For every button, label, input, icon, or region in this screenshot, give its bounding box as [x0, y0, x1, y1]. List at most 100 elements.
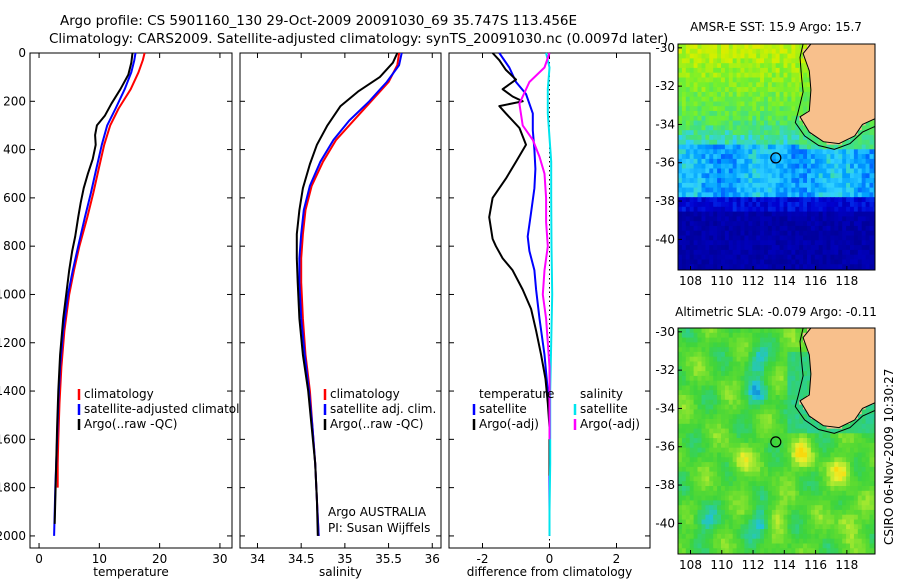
map-cell — [740, 58, 746, 64]
map-cell — [818, 187, 824, 193]
map-cell — [760, 529, 765, 535]
map-cell — [717, 438, 722, 444]
map-cell — [842, 457, 847, 463]
map-cell — [767, 168, 773, 174]
map-cell — [779, 168, 785, 174]
map-cell — [810, 490, 816, 497]
map-cell — [717, 87, 722, 93]
map-cell — [713, 409, 718, 415]
map-cell — [771, 347, 777, 353]
map-cell — [748, 342, 753, 348]
map-cell — [873, 259, 875, 265]
map-cell — [853, 249, 859, 256]
map-cell — [685, 399, 691, 406]
map-cell — [678, 87, 683, 93]
map-cell — [721, 264, 726, 270]
map-cell — [783, 106, 789, 112]
map-cell — [705, 380, 710, 387]
x-tick-label: 116 — [804, 274, 827, 288]
map-cell — [795, 442, 800, 449]
map-cell — [803, 380, 808, 387]
map-cell — [756, 192, 761, 198]
map-cell — [728, 337, 734, 343]
map-cell — [861, 466, 867, 473]
map-cell — [721, 375, 726, 382]
map-cell — [685, 529, 691, 535]
map-cell — [752, 230, 757, 237]
map-cell — [709, 452, 714, 458]
map-cell — [693, 44, 699, 50]
map-cell — [760, 332, 765, 339]
map-cell — [693, 442, 699, 449]
map-cell — [850, 202, 855, 208]
map-cell — [814, 254, 820, 261]
map-cell — [721, 509, 726, 516]
map-cell — [732, 500, 738, 506]
map-cell — [709, 101, 714, 107]
map-cell — [767, 221, 773, 227]
map-cell — [873, 173, 875, 179]
map-cell — [752, 390, 757, 396]
map-cell — [834, 197, 839, 203]
map-cell — [787, 254, 792, 261]
map-cell — [807, 82, 812, 88]
map-cell — [803, 168, 808, 174]
map-cell — [877, 173, 882, 178]
map-cell — [846, 438, 851, 444]
map-cell — [853, 254, 859, 261]
map-cell — [764, 519, 769, 525]
map-cell — [771, 48, 777, 55]
map-cell — [783, 58, 789, 64]
map-cell — [853, 221, 859, 227]
map-cell — [850, 466, 855, 473]
map-cell — [799, 471, 804, 477]
map-cell — [728, 63, 734, 69]
map-cell — [846, 154, 851, 160]
map-cell — [717, 490, 722, 497]
map-cell — [787, 462, 792, 468]
map-cell — [689, 111, 695, 117]
map-cell — [705, 63, 710, 69]
map-cell — [740, 404, 746, 410]
map-cell — [767, 385, 773, 391]
map-cell — [877, 269, 882, 274]
map-cell — [846, 187, 851, 193]
map-cell — [713, 67, 718, 74]
map-cell — [771, 106, 777, 112]
map-cell — [717, 173, 722, 179]
map-cell — [740, 414, 746, 420]
map-cell — [795, 438, 800, 444]
map-cell — [678, 462, 683, 468]
map-cell — [705, 125, 710, 131]
map-cell — [752, 505, 757, 511]
map-cell — [740, 361, 746, 367]
map-cell — [678, 163, 683, 170]
map-cell — [736, 500, 742, 506]
map-cell — [697, 149, 703, 155]
map-cell — [830, 471, 835, 477]
map-cell — [807, 438, 812, 444]
map-cell — [701, 125, 707, 131]
map-cell — [705, 433, 710, 439]
map-cell — [728, 423, 734, 430]
map-cell — [685, 371, 691, 377]
map-cell — [818, 178, 824, 184]
map-cell — [846, 264, 851, 270]
map-cell — [736, 404, 742, 410]
map-cell — [744, 58, 749, 64]
map-cell — [783, 476, 789, 482]
map-cell — [697, 495, 703, 501]
map-cell — [795, 524, 800, 530]
map-cell — [791, 438, 796, 444]
map-cell — [713, 182, 718, 189]
map-cell — [838, 514, 843, 521]
map-cell — [814, 158, 820, 165]
map-cell — [721, 101, 726, 107]
map-cell — [701, 240, 707, 246]
map-cell — [744, 197, 749, 203]
map-cell — [752, 178, 757, 184]
map-cell — [799, 428, 804, 434]
map-cell — [873, 509, 875, 516]
map-cell — [771, 524, 777, 530]
map-cell — [748, 120, 753, 126]
